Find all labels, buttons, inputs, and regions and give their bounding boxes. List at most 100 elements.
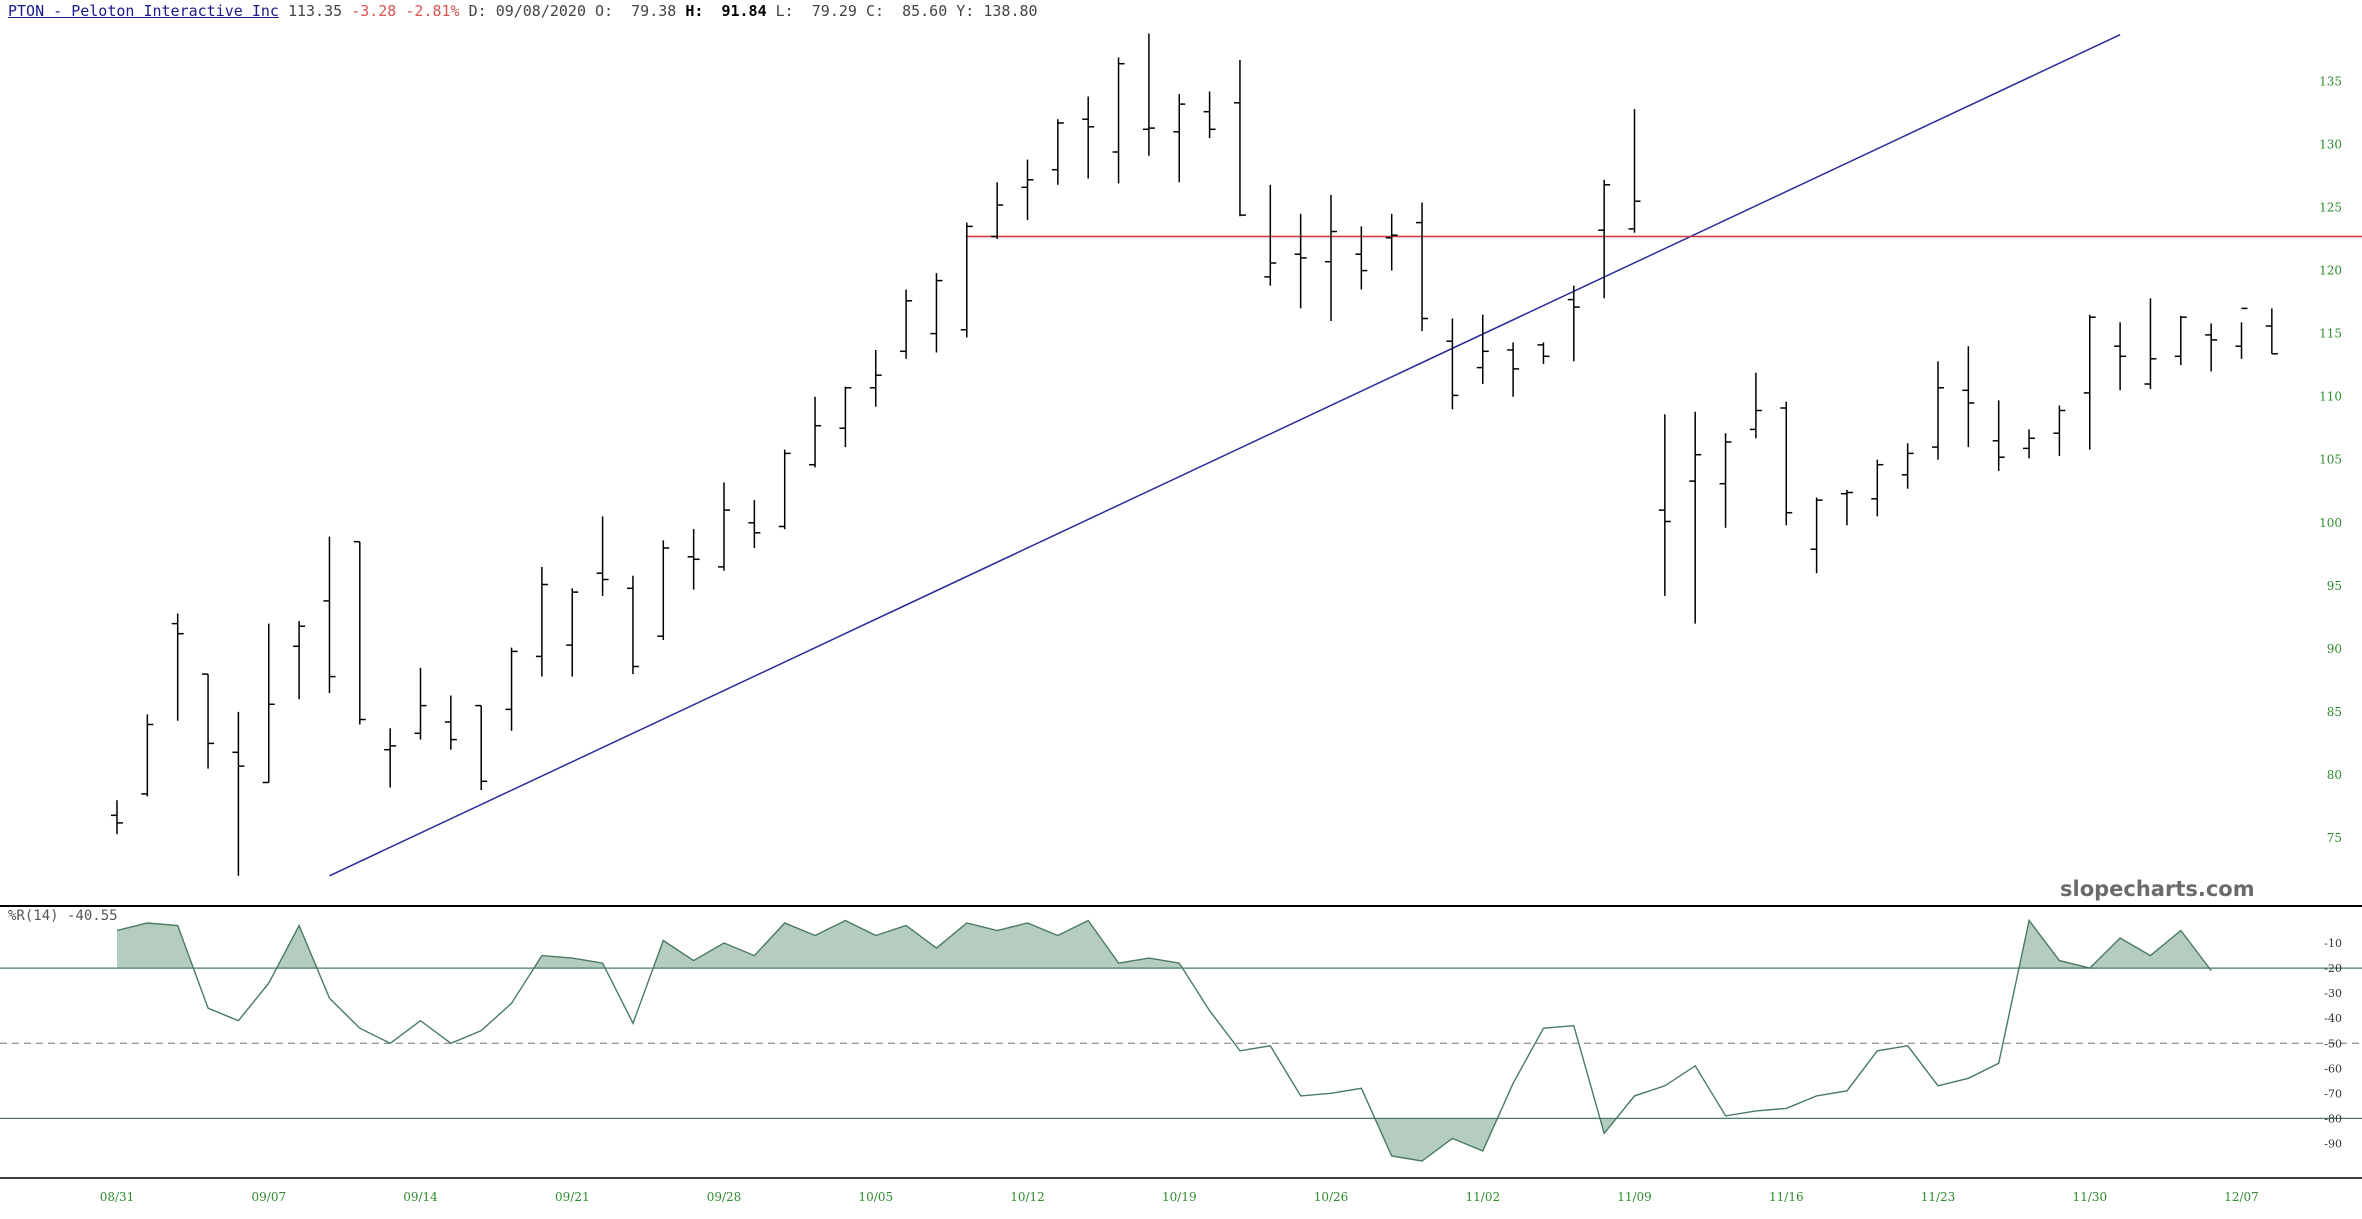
date-tick-label: 09/21 [555,1190,590,1204]
ohlc-bar [1112,57,1125,184]
ohlc-bar [566,588,579,677]
oversold-fill [1599,1118,1617,1134]
last-price: 113.35 [287,2,343,20]
ohlc-bar [505,647,518,731]
wr-tick-label: -20 [2324,962,2342,975]
williams-r-line [116,918,2212,1162]
ohlc-bar [141,714,154,797]
quote-header: PTON - Peloton Interactive Inc 113.35 -3… [8,2,1038,20]
ohlc-bar [1537,342,1550,364]
wr-tick-label: -90 [2324,1138,2342,1151]
price-tick-label: 130 [2319,138,2342,152]
ohlc-bar [414,667,427,740]
price-tick-label: 80 [2327,768,2342,782]
date-tick-label: 11/09 [1617,1190,1652,1204]
year-high-value: 138.80 [983,2,1038,20]
williams-r-plot [0,918,2362,1162]
wr-tick-label: -50 [2324,1037,2342,1050]
ohlc-bar [1628,109,1641,233]
ohlc-bar [444,695,457,750]
ohlc-bar [535,566,548,677]
overbought-fill [533,955,606,969]
ohlc-bar [262,623,275,784]
wr-tick-label: -60 [2324,1062,2342,1075]
ohlc-bar [2265,308,2278,355]
ohlc-bar [1810,497,1823,574]
bar-date: 09/08/2020 [495,2,586,20]
ohlc-bar [232,711,245,876]
date-tick-label: 10/05 [859,1190,894,1204]
ohlc-bar [1294,213,1307,309]
date-tick-label: 11/02 [1466,1190,1501,1204]
ohlc-bar [1173,94,1186,183]
ohlc-bar [1142,33,1155,156]
overbought-fill [653,920,1183,969]
ohlc-bar [2083,314,2096,450]
ohlc-bar [1416,202,1429,332]
ohlc-bar [809,396,822,468]
price-tick-label: 105 [2319,453,2342,467]
ohlc-bar [1051,119,1064,185]
price-tick-label: 115 [2319,327,2342,341]
ohlc-bar [1901,443,1914,489]
ohlc-bar [839,386,852,448]
ohlc-bar [1446,318,1459,410]
ohlc-bar [2023,429,2036,459]
date-axis: 08/31 09/07 09/14 09/21 09/28 10/05 10/12 10/19… [100,1190,2259,1204]
price-tick-label: 110 [2319,390,2342,404]
date-tick-label: 10/26 [1314,1190,1349,1204]
wr-tick-label: -30 [2324,987,2342,1000]
williams-r-axis: -10 -20 -30 -40 -50 -60 -70 -80 -90 [2324,937,2342,1151]
year-high-label: Y: [956,2,975,20]
low-value: 79.29 [811,2,857,20]
date-tick-label: 10/19 [1162,1190,1197,1204]
low-label: L: [775,2,794,20]
date-tick-label: 11/16 [1769,1190,1804,1204]
price-tick-label: 95 [2327,579,2342,593]
ohlc-bar [1840,490,1853,526]
ohlc-bar [323,536,336,693]
date-tick-label: 11/30 [2073,1190,2108,1204]
price-tick-label: 85 [2327,705,2342,719]
ohlc-bar [1871,459,1884,517]
ohlc-bar [1689,411,1702,624]
ohlc-bar [1992,400,2005,471]
ohlc-bar [2053,405,2066,456]
open-value: 79.38 [631,2,677,20]
ohlc-bar [2235,307,2248,359]
ohlc-bar [1476,314,1489,384]
ohlc-bar [718,482,730,571]
ohlc-bar [1355,226,1368,290]
price-tick-label: 100 [2319,516,2342,530]
ohlc-bar [657,540,670,640]
price-change: -3.28 [351,2,397,20]
indicator-value: -40.55 [67,908,118,924]
ohlc-bar [475,704,488,791]
ohlc-bar [353,540,366,725]
ohlc-bar [1658,414,1671,596]
date-tick-label: 09/14 [403,1190,438,1204]
date-label: D: [468,2,487,20]
ohlc-bar [596,516,609,596]
ohlc-bar [1507,342,1520,397]
open-label: O: [595,2,614,20]
ohlc-bar [960,222,973,338]
ohlc-bar [1082,96,1095,179]
high-label: H: [685,2,704,20]
ohlc-bar [171,613,184,721]
ohlc-bar [2114,322,2127,391]
ohlc-bar [778,449,791,530]
date-tick-label: 10/12 [1010,1190,1045,1204]
watermark: slopecharts.com [2060,877,2255,901]
close-value: 85.60 [902,2,948,20]
ohlc-bar [1325,194,1337,321]
date-tick-label: 09/07 [252,1190,287,1204]
ohlc-bar [1749,372,1762,439]
symbol-link[interactable]: PTON - Peloton Interactive Inc [8,2,279,20]
ohlc-bar [1233,60,1246,217]
ohlc-bar [687,529,700,590]
ohlc-bar [2174,315,2187,366]
date-tick-label: 09/28 [707,1190,742,1204]
price-axis: 75 80 85 90 95 100 105 110 115 120 125 130 135 [2319,74,2342,845]
close-label: C: [865,2,885,20]
